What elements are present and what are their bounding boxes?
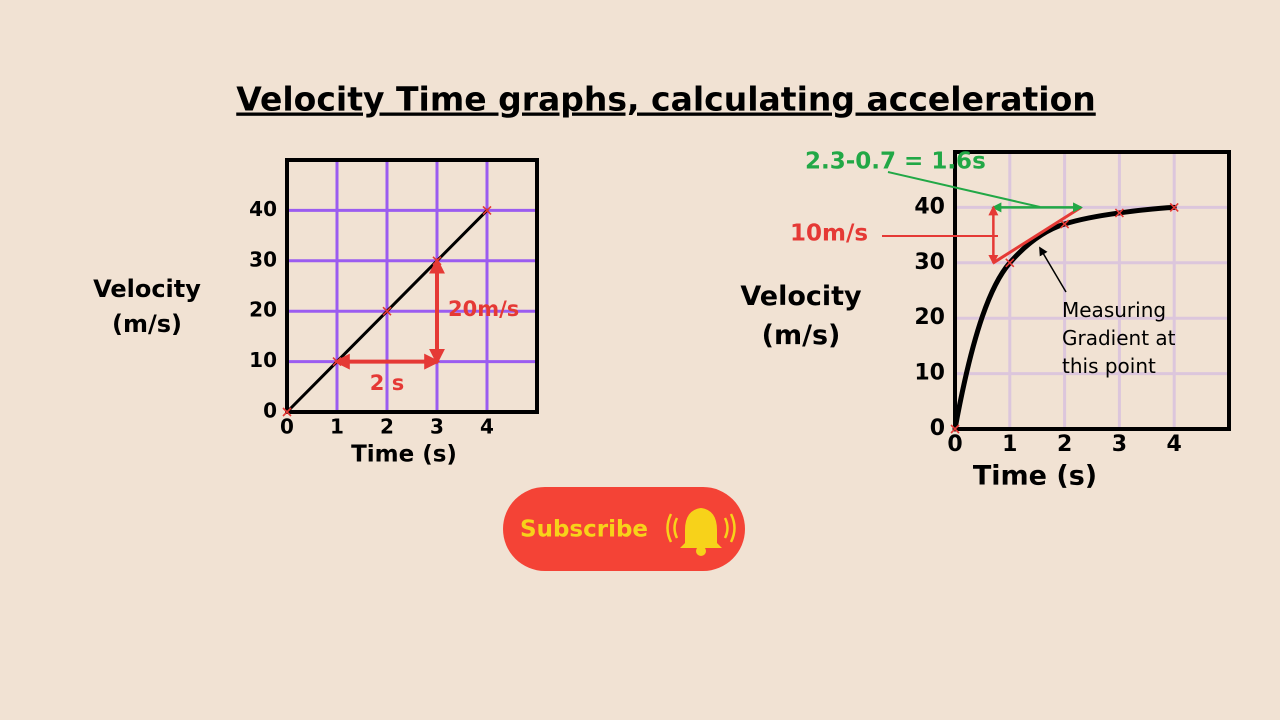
y-tick-label: 20 bbox=[249, 298, 277, 322]
y-tick-label: 20 bbox=[914, 305, 945, 330]
point-marker bbox=[332, 357, 342, 367]
x-tick-label: 2 bbox=[1057, 432, 1072, 457]
x-tick-label: 1 bbox=[1002, 432, 1017, 457]
y-tick-label: 10 bbox=[914, 361, 945, 386]
y-tick-label: 0 bbox=[263, 399, 277, 423]
plot-frame bbox=[953, 150, 1231, 431]
x-tick-label: 3 bbox=[430, 415, 444, 439]
point-marker bbox=[432, 256, 442, 266]
x-tick-label: 0 bbox=[280, 415, 294, 439]
x-tick-label: 1 bbox=[330, 415, 344, 439]
x-tick-label: 0 bbox=[947, 432, 962, 457]
y-tick-label: 40 bbox=[914, 194, 945, 219]
annotation-label: 10m/s bbox=[790, 221, 868, 247]
y-axis-label: Velocity (m/s) bbox=[93, 275, 201, 338]
point-marker bbox=[1169, 202, 1179, 212]
point-marker bbox=[482, 205, 492, 215]
plot-frame bbox=[285, 158, 539, 414]
y-tick-label: 40 bbox=[249, 197, 277, 221]
button-label[interactable]: Subscribe bbox=[520, 517, 648, 543]
annotation-label: 2 s bbox=[370, 371, 404, 395]
y-tick-label: 30 bbox=[914, 250, 945, 275]
x-tick-label: 4 bbox=[480, 415, 494, 439]
point-marker bbox=[1005, 258, 1015, 268]
page-title: Velocity Time graphs, calculating accele… bbox=[236, 80, 1096, 119]
y-tick-label: 10 bbox=[249, 348, 277, 372]
point-marker bbox=[950, 424, 960, 434]
note: Measuring Gradient at this point bbox=[1062, 298, 1176, 378]
x-axis-label: Time (s) bbox=[973, 461, 1097, 492]
annotation-label: 20m/s bbox=[448, 297, 519, 321]
y-tick-label: 30 bbox=[249, 247, 277, 271]
point-marker bbox=[282, 407, 292, 417]
x-tick-label: 4 bbox=[1167, 432, 1182, 457]
point-marker bbox=[1060, 219, 1070, 229]
bell-icon[interactable] bbox=[666, 508, 736, 556]
x-axis-label: Time (s) bbox=[351, 442, 457, 468]
y-tick-label: 0 bbox=[930, 416, 945, 441]
x-tick-label: 2 bbox=[380, 415, 394, 439]
annotation-label: 2.3-0.7 = 1.6s bbox=[805, 149, 986, 175]
point-marker bbox=[1114, 208, 1124, 218]
x-tick-label: 3 bbox=[1112, 432, 1127, 457]
leader-line bbox=[887, 171, 1041, 208]
subscribe-button[interactable] bbox=[503, 487, 745, 571]
tangent-line bbox=[992, 206, 1082, 265]
note-pointer bbox=[1039, 246, 1067, 293]
point-marker bbox=[382, 306, 392, 316]
y-axis-label: Velocity (m/s) bbox=[740, 281, 862, 352]
data-line bbox=[952, 204, 1177, 432]
